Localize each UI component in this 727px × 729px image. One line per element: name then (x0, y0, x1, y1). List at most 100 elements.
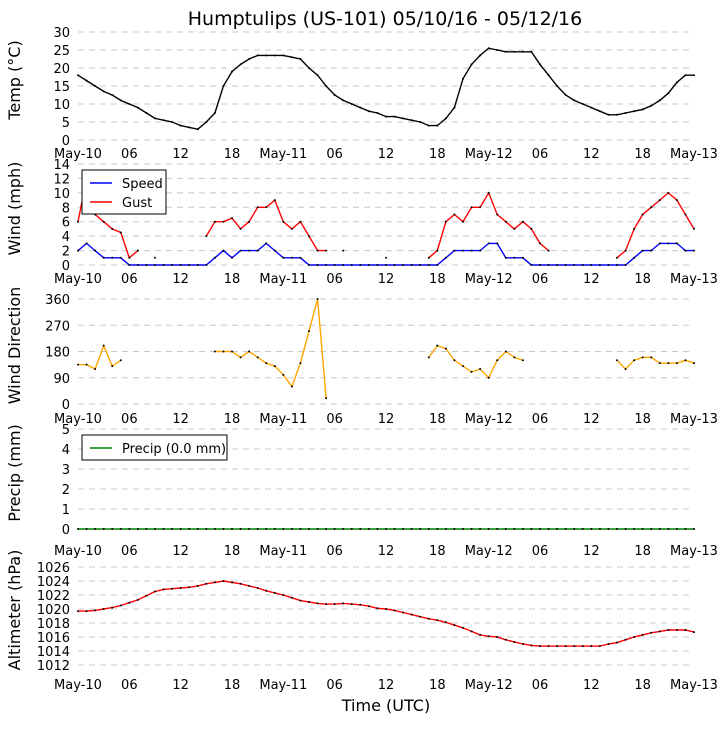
data-point (521, 359, 524, 362)
data-point (342, 264, 345, 266)
data-point (94, 368, 97, 370)
y-tick-label: 90 (53, 372, 70, 387)
data-point (521, 256, 524, 259)
data-point (650, 356, 653, 359)
x-tick-label: May-11 (259, 678, 307, 693)
data-point (496, 636, 499, 638)
data-point (119, 359, 122, 362)
data-point (231, 350, 233, 353)
data-point (521, 50, 524, 53)
data-point (650, 249, 653, 252)
x-tick-label: 18 (634, 272, 651, 287)
y-tick-label: 0 (62, 398, 70, 413)
y-axis-label: Altimeter (hPa) (5, 550, 24, 671)
data-point (410, 119, 413, 122)
data-point (581, 264, 584, 266)
data-point (470, 249, 473, 252)
data-point (205, 264, 208, 266)
data-point (248, 58, 251, 60)
data-point (410, 613, 413, 616)
data-point (350, 103, 353, 105)
data-point (530, 50, 533, 53)
data-point (248, 220, 251, 223)
x-tick-label: 12 (583, 272, 600, 287)
data-point (479, 206, 482, 209)
data-point (564, 528, 567, 530)
data-point (419, 121, 422, 123)
data-point (675, 242, 678, 245)
data-point (393, 609, 396, 612)
data-point (128, 264, 131, 266)
x-tick-label: 06 (532, 678, 549, 693)
data-point (376, 607, 379, 610)
data-point (205, 582, 208, 585)
data-point (462, 77, 464, 80)
data-point (308, 264, 310, 266)
data-point (350, 264, 353, 266)
data-point (222, 249, 225, 252)
data-point (85, 79, 88, 82)
data-point (530, 264, 533, 266)
data-point (256, 206, 259, 209)
data-point (402, 264, 405, 266)
series-speed (77, 242, 695, 266)
x-tick-label: 12 (172, 147, 189, 162)
data-point (675, 362, 678, 365)
x-tick-label: 12 (378, 272, 395, 287)
legend-label: Precip (0.0 mm) (122, 442, 226, 457)
data-point (239, 528, 242, 530)
data-point (111, 94, 114, 96)
data-point (77, 528, 79, 530)
data-point (145, 528, 148, 530)
data-point (539, 264, 541, 266)
data-point (693, 74, 695, 77)
x-tick-label: 12 (172, 544, 189, 559)
data-point (111, 256, 114, 259)
data-point (410, 528, 413, 530)
data-point (367, 528, 370, 530)
x-tick-label: 06 (121, 678, 138, 693)
data-point (684, 213, 687, 216)
data-point (265, 242, 268, 245)
data-point (547, 249, 550, 252)
data-point (504, 638, 507, 641)
data-point (693, 227, 695, 230)
data-point (85, 528, 88, 530)
data-point (504, 528, 507, 530)
data-point (222, 85, 225, 87)
x-tick-label: 06 (326, 147, 343, 162)
data-point (539, 528, 541, 530)
data-point (205, 235, 208, 238)
data-point (581, 103, 584, 105)
data-point (479, 249, 482, 252)
data-point (290, 56, 293, 59)
data-point (77, 363, 79, 366)
data-point (590, 645, 593, 648)
data-point (633, 528, 636, 530)
data-point (496, 359, 499, 362)
data-point (684, 74, 687, 77)
legend-label: Speed (122, 177, 163, 192)
data-point (590, 106, 593, 109)
series-line (78, 298, 695, 399)
x-tick-label: 12 (378, 412, 395, 427)
y-tick-label: 1016 (37, 631, 70, 646)
chart-title: Humptulips (US-101) 05/10/16 - 05/12/16 (188, 8, 583, 30)
data-point (444, 347, 447, 350)
data-point (496, 213, 499, 216)
data-point (213, 112, 216, 114)
data-point (154, 264, 156, 266)
data-point (136, 249, 139, 252)
data-point (547, 264, 550, 266)
data-point (444, 528, 447, 530)
data-point (427, 264, 430, 266)
data-point (504, 220, 507, 223)
data-point (573, 528, 576, 530)
data-point (624, 528, 627, 530)
data-point (616, 256, 618, 259)
data-point (342, 602, 345, 605)
data-point (111, 528, 114, 530)
series-line (77, 242, 694, 266)
legend-label: Gust (122, 196, 152, 211)
data-point (273, 591, 276, 594)
